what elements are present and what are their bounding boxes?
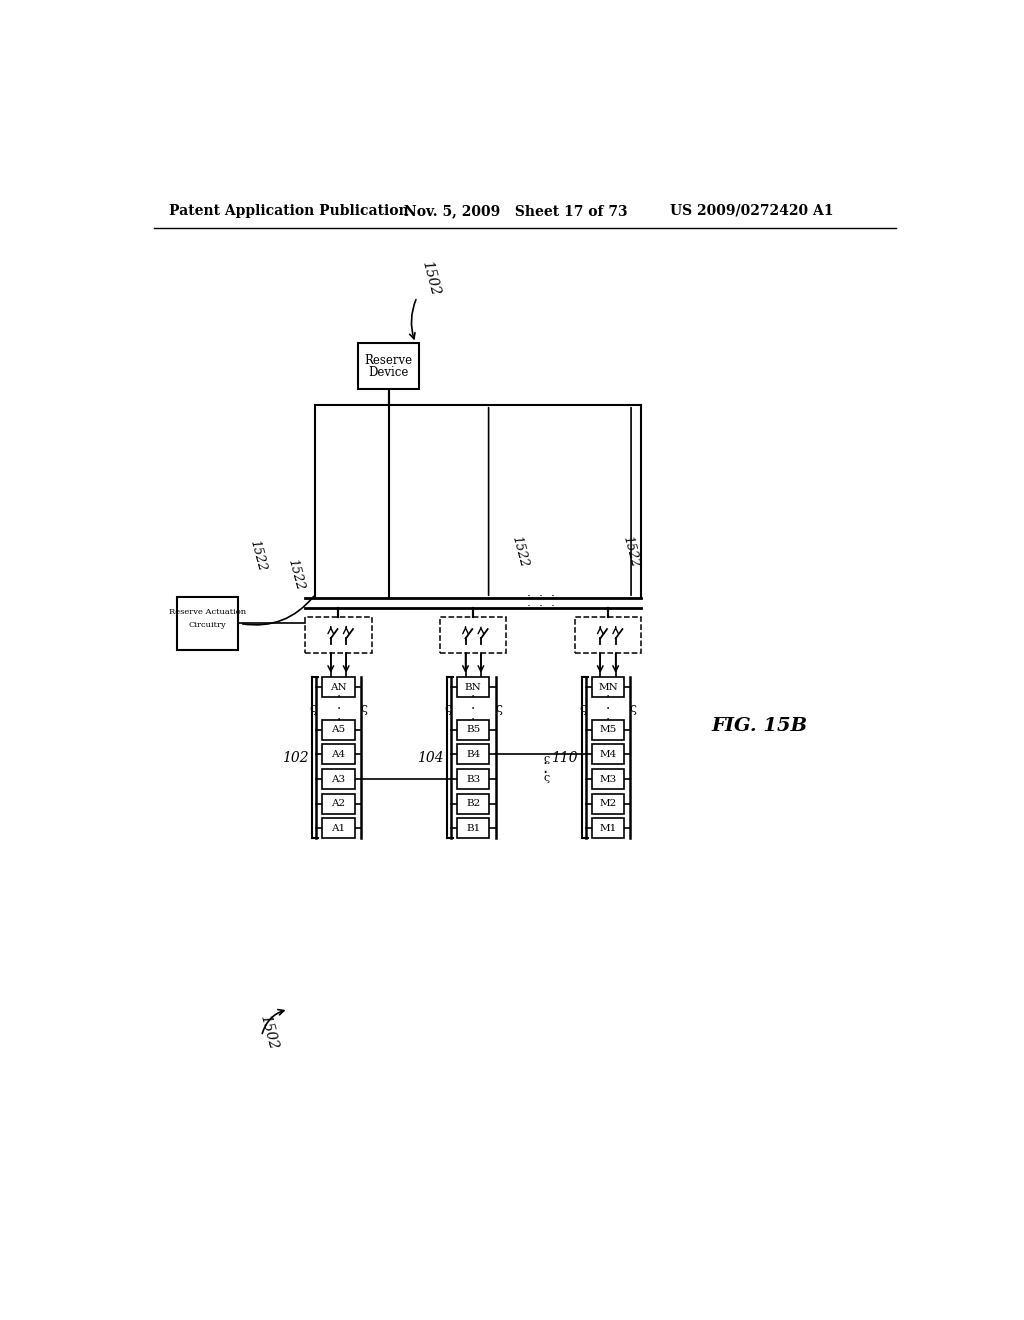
Text: Circuitry: Circuitry bbox=[188, 620, 226, 630]
Text: 102: 102 bbox=[282, 751, 308, 764]
Text: A3: A3 bbox=[332, 775, 345, 784]
Text: ·
·
·: · · · bbox=[336, 690, 341, 727]
Text: ς: ς bbox=[579, 702, 586, 715]
Text: B3: B3 bbox=[466, 775, 480, 784]
Text: 1522: 1522 bbox=[247, 539, 268, 573]
Text: 1522: 1522 bbox=[621, 535, 641, 569]
Text: 1502: 1502 bbox=[420, 259, 442, 297]
Bar bbox=[592, 744, 625, 764]
Text: 1522: 1522 bbox=[286, 558, 306, 593]
Text: Nov. 5, 2009   Sheet 17 of 73: Nov. 5, 2009 Sheet 17 of 73 bbox=[403, 203, 628, 218]
Text: ς: ς bbox=[360, 702, 368, 715]
Text: M1: M1 bbox=[599, 824, 616, 833]
Text: Device: Device bbox=[369, 366, 409, 379]
Text: M4: M4 bbox=[599, 750, 616, 759]
Text: 104: 104 bbox=[417, 751, 443, 764]
Text: Reserve Actuation: Reserve Actuation bbox=[169, 609, 246, 616]
Text: M5: M5 bbox=[599, 725, 616, 734]
Text: MN: MN bbox=[598, 682, 617, 692]
Text: 110: 110 bbox=[551, 751, 578, 764]
Text: A1: A1 bbox=[332, 824, 345, 833]
Bar bbox=[574, 618, 641, 653]
Text: ·
·
·: · · · bbox=[606, 690, 610, 727]
Bar bbox=[592, 719, 625, 739]
Bar bbox=[457, 719, 489, 739]
Bar bbox=[457, 770, 489, 789]
Bar bbox=[457, 793, 489, 813]
Bar bbox=[323, 793, 354, 813]
Text: M3: M3 bbox=[599, 775, 616, 784]
Bar bbox=[592, 770, 625, 789]
Bar bbox=[323, 744, 354, 764]
Text: A5: A5 bbox=[332, 725, 345, 734]
Bar bbox=[323, 677, 354, 697]
Bar bbox=[305, 618, 372, 653]
Text: Reserve: Reserve bbox=[365, 354, 413, 367]
Text: ·
·
·: · · · bbox=[471, 690, 475, 727]
Text: US 2009/0272420 A1: US 2009/0272420 A1 bbox=[670, 203, 834, 218]
Bar bbox=[357, 343, 419, 389]
Text: AN: AN bbox=[330, 682, 347, 692]
Text: ·: · bbox=[542, 755, 547, 774]
Bar bbox=[592, 677, 625, 697]
Text: ς: ς bbox=[544, 754, 550, 764]
Text: ·  ·  ·: · · · bbox=[526, 601, 555, 614]
Text: Patent Application Publication: Patent Application Publication bbox=[169, 203, 409, 218]
Text: BN: BN bbox=[465, 682, 481, 692]
Text: FIG. 15B: FIG. 15B bbox=[712, 717, 808, 735]
Bar bbox=[323, 818, 354, 838]
Bar bbox=[177, 597, 239, 651]
Text: B5: B5 bbox=[466, 725, 480, 734]
Text: B2: B2 bbox=[466, 799, 480, 808]
Text: M2: M2 bbox=[599, 799, 616, 808]
Bar bbox=[457, 677, 489, 697]
Text: ·  ·  ·: · · · bbox=[526, 590, 555, 603]
Bar bbox=[323, 770, 354, 789]
Text: 1502: 1502 bbox=[258, 1012, 281, 1051]
Text: ς: ς bbox=[544, 774, 550, 783]
Text: 1522: 1522 bbox=[509, 535, 529, 569]
Text: B4: B4 bbox=[466, 750, 480, 759]
Text: ·: · bbox=[542, 764, 547, 781]
Bar bbox=[323, 719, 354, 739]
Text: ς: ς bbox=[630, 702, 637, 715]
Text: A4: A4 bbox=[332, 750, 345, 759]
Bar bbox=[592, 793, 625, 813]
Bar bbox=[457, 744, 489, 764]
Text: ς: ς bbox=[444, 702, 452, 715]
Text: ς: ς bbox=[309, 702, 316, 715]
Text: A2: A2 bbox=[332, 799, 345, 808]
Text: ς: ς bbox=[496, 702, 502, 715]
Bar bbox=[457, 818, 489, 838]
Text: B1: B1 bbox=[466, 824, 480, 833]
Bar bbox=[592, 818, 625, 838]
Bar bbox=[440, 618, 506, 653]
